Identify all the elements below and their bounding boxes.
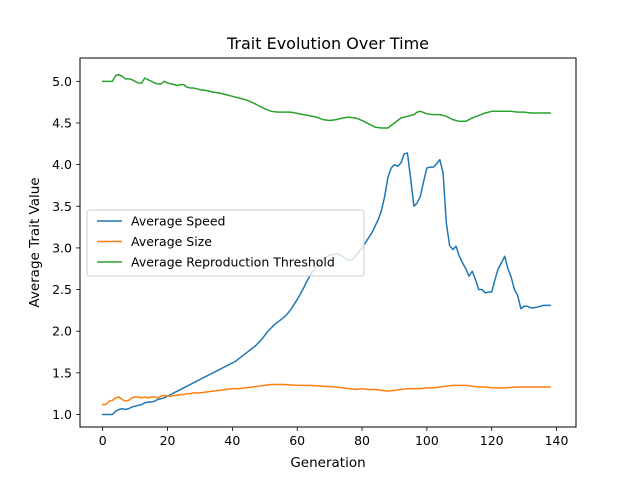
x-tick-label: 120 (480, 433, 504, 448)
x-tick-label: 60 (289, 433, 305, 448)
y-tick-label: 4.0 (52, 157, 72, 172)
series-line-2 (101, 383, 551, 406)
y-tick-label: 4.5 (52, 115, 72, 130)
x-tick-label: 100 (415, 433, 439, 448)
x-axis: 0 20 40 60 80 100 120 140 (99, 427, 569, 448)
legend-box (86, 209, 365, 277)
x-tick-label: 40 (224, 433, 240, 448)
x-tick-label: 0 (99, 433, 107, 448)
y-tick-label: 3.0 (52, 240, 72, 255)
legend: Average Speed Average Size Average Reprodu… (86, 209, 365, 277)
y-tick-label: 1.0 (52, 407, 72, 422)
x-tick-label: 80 (354, 433, 370, 448)
x-tick-label: 20 (160, 433, 176, 448)
legend-label-2: Average Size (131, 234, 212, 249)
x-axis-label: Generation (290, 455, 365, 471)
y-axis: 1.0 1.5 2.0 2.5 3.0 3.5 4.0 4.5 5.0 (52, 74, 80, 422)
y-tick-label: 2.5 (52, 282, 72, 297)
plot-frame (79, 57, 577, 428)
x-tick-label: 140 (545, 433, 569, 448)
y-tick-label: 3.5 (52, 199, 72, 214)
legend-label-3: Average Reproduction Threshold (131, 255, 335, 270)
y-axis-label: Average Trait Value (27, 177, 43, 307)
series-line-1 (101, 152, 551, 416)
chart-title: Trait Evolution Over Time (226, 34, 429, 53)
series-line-3 (101, 73, 551, 129)
y-tick-label: 1.5 (52, 365, 72, 380)
y-tick-label: 2.0 (52, 324, 72, 339)
legend-label-1: Average Speed (131, 214, 226, 229)
y-tick-label: 5.0 (52, 74, 72, 89)
